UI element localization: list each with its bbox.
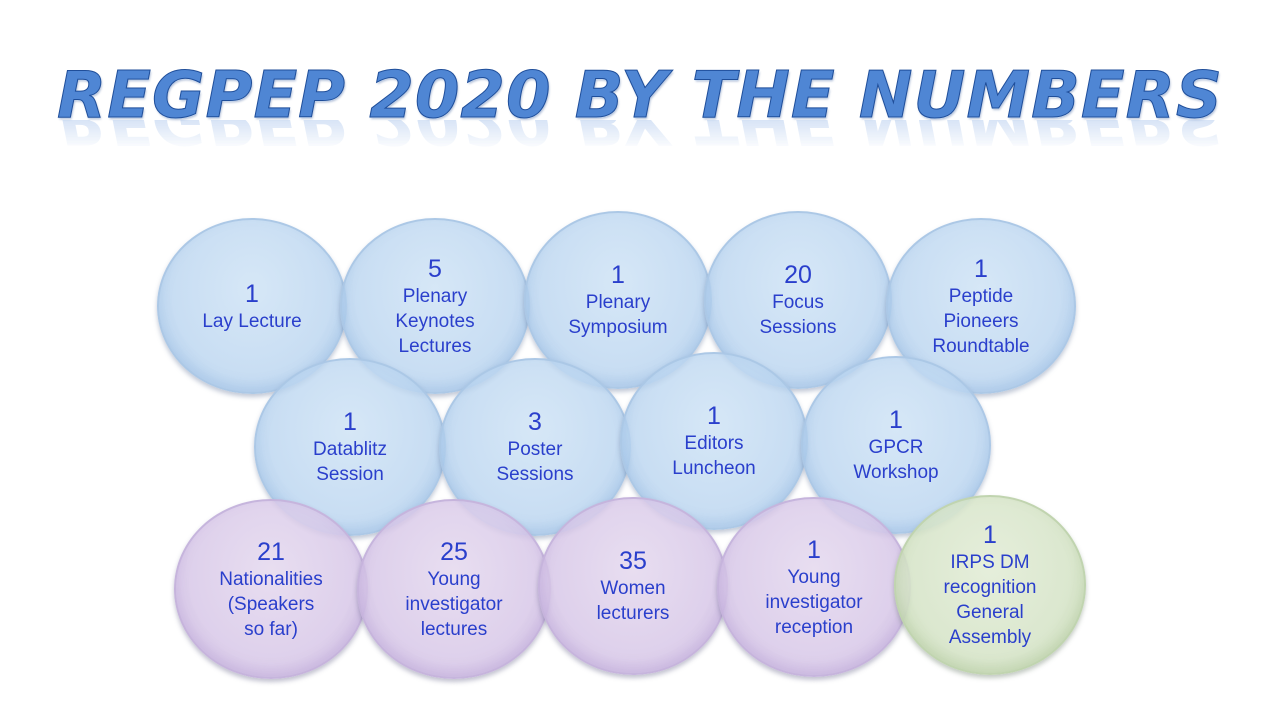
bubble-number: 1: [889, 406, 903, 434]
title-reflection: REGPEP 2020 BY THE NUMBERS: [0, 120, 1280, 158]
bubble-label: IRPS DM recognition General Assembly: [943, 552, 1037, 648]
bubble-label: GPCR Workshop: [853, 437, 939, 483]
bubble-number: 1: [974, 254, 988, 283]
bubble-number: 1: [611, 261, 625, 289]
bubble-label: Young investigator lectures: [405, 568, 503, 640]
bubble-young-investigator-lectures: 25 Young investigator lectures: [357, 499, 551, 679]
bubble-number: 35: [619, 547, 647, 575]
bubble-peptide-pioneers: 1 Peptide Pioneers Roundtable: [886, 218, 1076, 394]
bubble-number: 1: [807, 535, 821, 564]
bubble-label: Plenary Keynotes Lectures: [395, 285, 475, 357]
slide-title: REGPEP 2020 BY THE NUMBERS: [57, 59, 1223, 134]
title-area: REGPEP 2020 BY THE NUMBERS REGPEP 2020 B…: [0, 58, 1280, 158]
bubble-label: Poster Sessions: [496, 439, 574, 485]
bubble-label: Lay Lecture: [202, 310, 302, 332]
bubble-number: 1: [707, 402, 721, 430]
bubble-number: 1: [245, 279, 259, 308]
bubble-nationalities: 21 Nationalities (Speakers so far): [174, 499, 368, 679]
title-reflection-text: REGPEP 2020 BY THE NUMBERS: [57, 120, 1223, 157]
bubble-number: 3: [528, 408, 542, 436]
bubble-number: 21: [257, 537, 285, 566]
bubble-number: 5: [428, 254, 442, 283]
bubble-label: Nationalities (Speakers so far): [219, 568, 323, 640]
bubble-number: 1: [343, 408, 357, 436]
bubble-young-investigator-reception: 1 Young investigator reception: [717, 497, 911, 677]
bubble-number: 1: [983, 521, 997, 549]
bubble-label: Focus Sessions: [759, 292, 837, 338]
bubble-label: Editors Luncheon: [672, 433, 756, 479]
bubble-number: 25: [440, 537, 468, 566]
bubble-label: Plenary Symposium: [568, 292, 668, 338]
bubble-label: Women lecturers: [596, 578, 670, 624]
bubble-label: Peptide Pioneers Roundtable: [932, 285, 1030, 357]
bubble-irps-general-assembly: 1 IRPS DM recognition General Assembly: [894, 495, 1086, 675]
bubble-women-lecturers: 35 Women lecturers: [538, 497, 728, 675]
bubble-number: 20: [784, 261, 812, 289]
bubble-label: Datablitz Session: [313, 439, 387, 485]
bubble-label: Young investigator reception: [765, 566, 863, 638]
